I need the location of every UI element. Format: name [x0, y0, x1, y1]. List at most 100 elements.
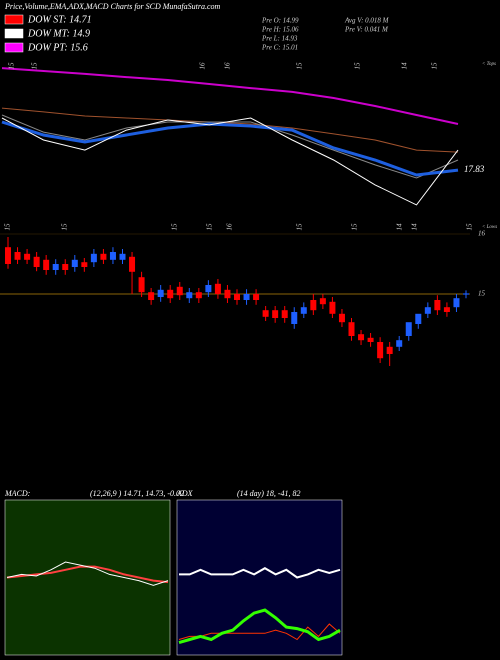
- candle-body: [176, 286, 183, 296]
- candle-body: [272, 310, 279, 318]
- candle-body: [214, 283, 221, 294]
- candle-body: [300, 307, 307, 314]
- candle-body: [205, 285, 212, 293]
- candle-body: [310, 300, 317, 311]
- candle-body: [396, 340, 403, 347]
- series-line: [1, 114, 459, 179]
- candle-body: [33, 256, 40, 267]
- panel-title: MACD:: [4, 489, 31, 498]
- series-line: [179, 567, 341, 579]
- y-tick-label: 15: [478, 290, 486, 298]
- legend-label: DOW PT: 15.6: [27, 42, 88, 53]
- panel-background: [176, 499, 343, 656]
- date-label: 15: [171, 223, 179, 231]
- last-value-label: 17.83: [464, 164, 485, 174]
- info-label: Avg V: 0.018 M: [344, 17, 390, 25]
- date-label: 15: [296, 62, 304, 70]
- candle-body: [167, 289, 174, 299]
- candle-body: [24, 253, 31, 260]
- series-line: [1, 67, 459, 125]
- candle-body: [386, 346, 393, 354]
- candle-body: [52, 264, 59, 270]
- candle-body: [129, 256, 136, 272]
- candle-body: [243, 294, 250, 300]
- candle-body: [424, 307, 431, 314]
- candle-body: [195, 292, 202, 299]
- candle-body: [100, 253, 107, 260]
- tops-note: < Tops: [482, 62, 496, 67]
- candle-body: [434, 300, 441, 311]
- date-label: 14: [411, 223, 419, 231]
- candle-body: [234, 294, 240, 300]
- candle-body: [319, 298, 326, 305]
- candle-body: [281, 310, 288, 318]
- legend-swatch: [4, 14, 24, 25]
- date-label: 15: [431, 62, 439, 70]
- candle-body: [138, 277, 145, 293]
- candle-body: [71, 259, 78, 267]
- date-label: 14: [396, 223, 404, 231]
- candle-body: [348, 322, 355, 336]
- candle-body: [81, 262, 88, 267]
- date-label: 15: [354, 62, 362, 70]
- legend-swatch: [4, 42, 24, 53]
- series-line: [178, 608, 341, 645]
- panel-title: ADX: [176, 489, 194, 498]
- date-label: 15: [466, 223, 474, 231]
- candle-body: [405, 322, 412, 336]
- lows-note: < Lows: [482, 225, 497, 230]
- legend-label: DOW MT: 14.9: [27, 28, 90, 39]
- candle-body: [119, 253, 126, 260]
- date-label: 15: [206, 223, 214, 231]
- y-tick-label: 16: [478, 230, 486, 238]
- info-label: Pre C: 15.01: [261, 44, 298, 52]
- candle-body: [186, 292, 193, 299]
- date-label: 16: [224, 62, 232, 70]
- date-label: 14: [401, 62, 409, 70]
- panel-background: [4, 499, 171, 656]
- candle-body: [90, 253, 97, 263]
- legend-label: DOW ST: 14.71: [27, 14, 92, 25]
- candle-body: [262, 310, 269, 317]
- candle-body: [329, 301, 336, 314]
- date-label: 15: [31, 62, 39, 70]
- candle-body: [415, 313, 422, 324]
- candle-body: [443, 307, 450, 312]
- info-label: Pre L: 14.93: [261, 35, 298, 43]
- candle-body: [43, 259, 50, 270]
- series-line: [1, 107, 459, 153]
- series-line: [6, 561, 169, 586]
- candle-body: [109, 252, 116, 260]
- series-line: [1, 117, 459, 206]
- date-label: 15: [61, 223, 69, 231]
- panel-subtitle: (14 day) 18, -41, 82: [237, 489, 301, 498]
- candle-body: [253, 294, 260, 300]
- candle-body: [358, 334, 365, 341]
- info-label: Pre O: 14.99: [261, 17, 299, 25]
- info-label: Pre V: 0.041 M: [344, 26, 389, 34]
- candle-body: [148, 292, 155, 300]
- candle-body: [377, 342, 384, 359]
- date-label: 16: [199, 62, 207, 70]
- series-line: [1, 120, 459, 177]
- candle-body: [157, 289, 164, 297]
- page-title: Price,Volume,EMA,ADX,MACD Charts for SCD…: [4, 2, 221, 11]
- candle-body: [14, 252, 21, 260]
- date-label: 15: [8, 62, 16, 70]
- candle-body: [338, 313, 345, 323]
- candle-body: [5, 247, 11, 264]
- candle-body: [62, 264, 69, 270]
- series-line: [178, 623, 341, 641]
- date-label: 15: [296, 223, 304, 231]
- date-label: 15: [351, 223, 359, 231]
- date-label: 16: [226, 223, 234, 231]
- candle-body: [453, 298, 460, 308]
- panel-subtitle: (12,26,9 ) 14.71, 14.73, -0.02: [90, 489, 184, 498]
- info-label: Pre H: 15.06: [261, 26, 299, 34]
- date-label: 15: [4, 223, 12, 231]
- legend-swatch: [4, 28, 24, 39]
- candle-body: [224, 289, 231, 299]
- candle-body: [291, 312, 298, 324]
- candle-body: [367, 337, 374, 342]
